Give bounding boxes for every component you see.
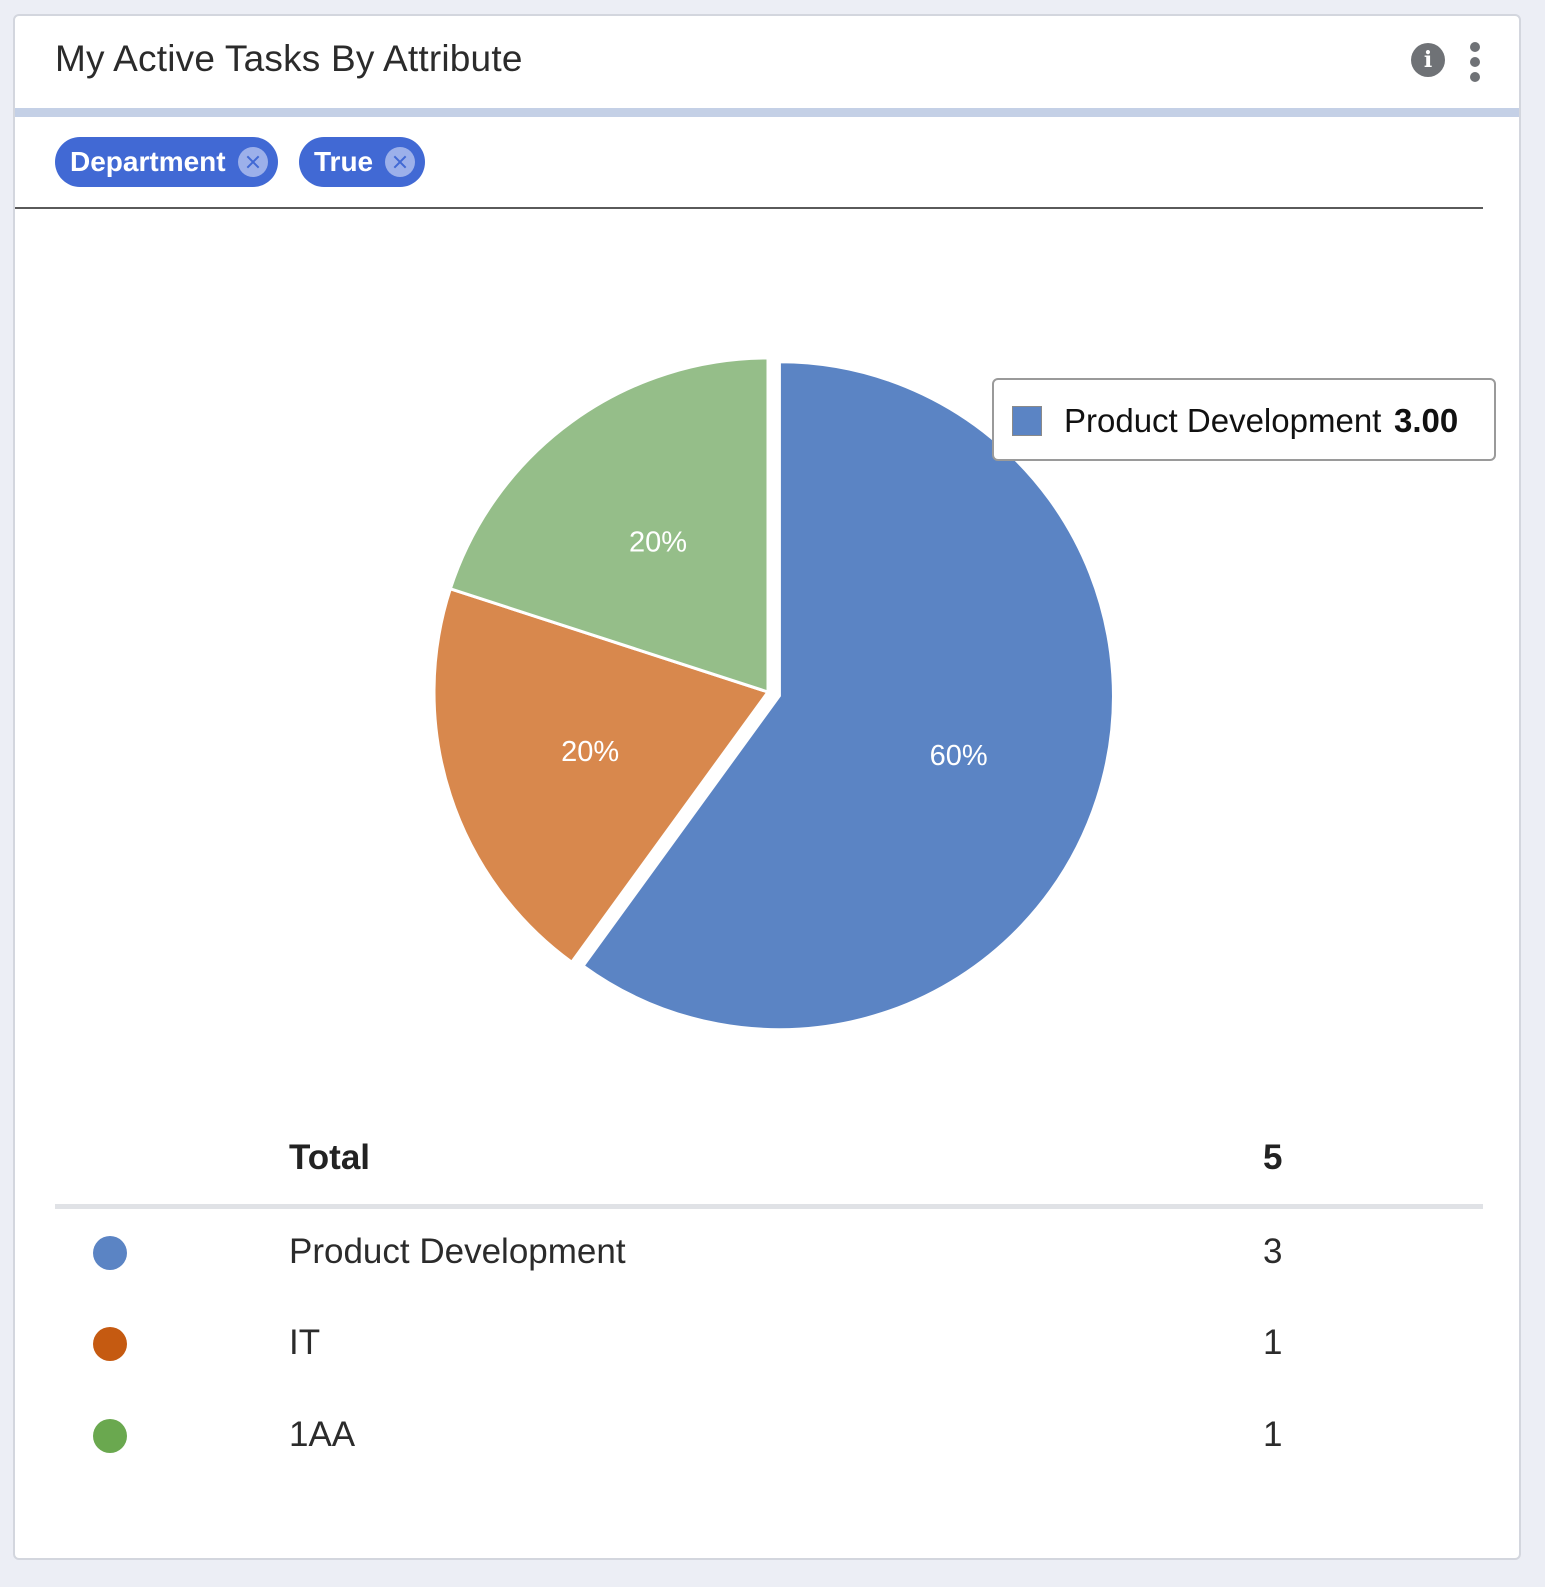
legend-count: 1 xyxy=(1263,1323,1283,1362)
legend-row[interactable]: 1AA 1 xyxy=(55,1399,1483,1479)
pie-slice-label: 20% xyxy=(629,527,687,559)
info-icon[interactable]: i xyxy=(1411,43,1445,77)
tooltip-swatch xyxy=(1012,406,1042,436)
legend-count: 1 xyxy=(1263,1415,1283,1454)
pie-slice-label: 60% xyxy=(930,740,988,772)
filter-chip-department[interactable]: Department xyxy=(55,137,278,187)
tooltip-value: 3.00 xyxy=(1394,402,1459,439)
pie-chart: 60% 20% 20% xyxy=(432,356,1115,1032)
header-accent-bar xyxy=(15,108,1519,117)
pie-slice-product-development[interactable] xyxy=(580,360,1115,1032)
legend-dot xyxy=(93,1327,127,1361)
legend-name: Product Development xyxy=(289,1232,626,1271)
pie-slice-1aa[interactable] xyxy=(448,356,770,695)
legend-dot xyxy=(93,1236,127,1270)
vertical-dots-icon[interactable] xyxy=(1463,42,1487,82)
widget-card: My Active Tasks By Attribute i Departmen… xyxy=(13,14,1521,1560)
legend-name: IT xyxy=(289,1323,321,1362)
legend-dot xyxy=(93,1419,127,1453)
legend-row[interactable]: IT 1 xyxy=(55,1307,1483,1387)
total-value: 5 xyxy=(1263,1138,1283,1177)
filter-chip-true[interactable]: True xyxy=(299,137,425,187)
total-label: Total xyxy=(289,1138,371,1177)
widget-header: My Active Tasks By Attribute i xyxy=(15,16,1519,108)
filter-chip-label: Department xyxy=(70,146,226,177)
legend-row[interactable]: Product Development 3 xyxy=(55,1216,1483,1296)
filter-divider xyxy=(15,207,1483,209)
total-divider xyxy=(55,1204,1483,1209)
widget-title: My Active Tasks By Attribute xyxy=(55,38,523,79)
legend-count: 3 xyxy=(1263,1232,1283,1271)
pie-slice-it[interactable] xyxy=(432,586,771,965)
dot xyxy=(1470,57,1480,67)
chart-tooltip: Product Development 3.00 xyxy=(992,378,1496,461)
dot xyxy=(1470,72,1480,82)
close-circle-icon[interactable] xyxy=(238,147,268,177)
legend-name: 1AA xyxy=(289,1415,356,1454)
close-circle-icon[interactable] xyxy=(385,147,415,177)
filter-chip-label: True xyxy=(314,146,374,177)
tooltip-label: Product Development xyxy=(1064,402,1382,439)
dot xyxy=(1470,42,1480,52)
pie-slice-label: 20% xyxy=(561,736,619,768)
